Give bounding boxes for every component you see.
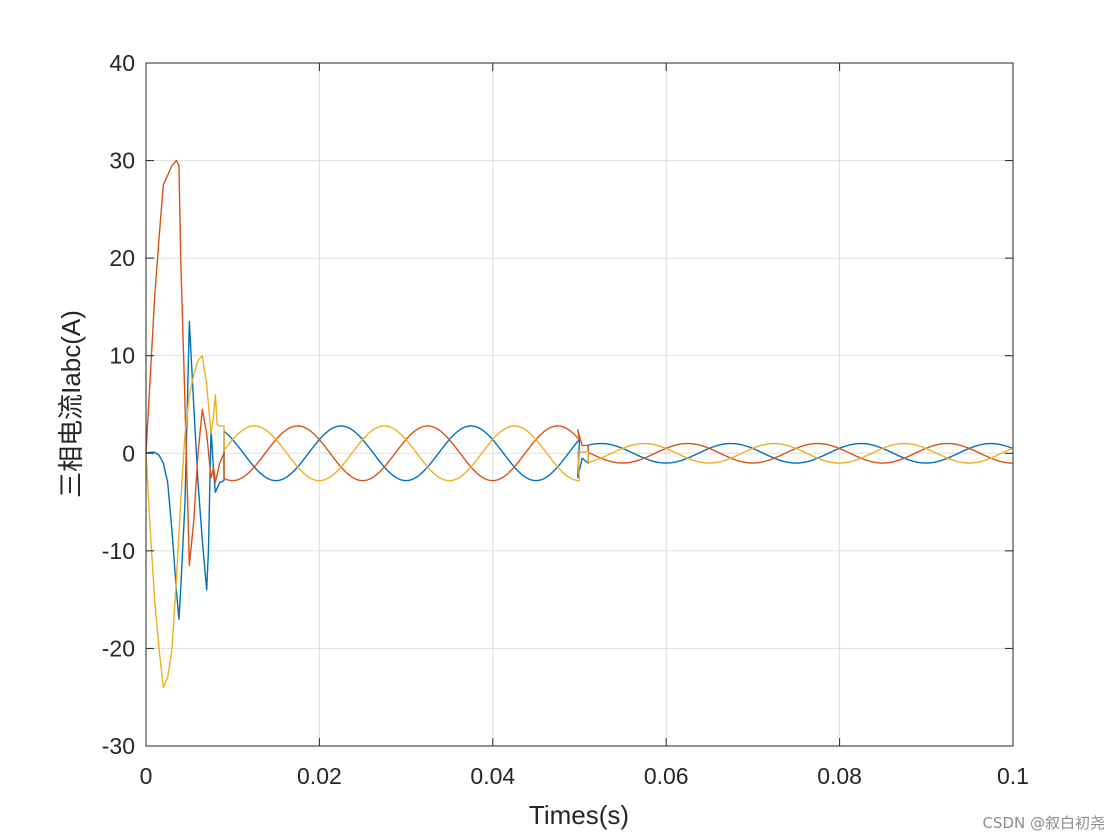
y-tick-label: 30 — [109, 148, 135, 174]
y-tick-label: -30 — [102, 733, 135, 759]
x-tick-label: 0.1 — [997, 763, 1029, 789]
series-line-1 — [145, 320, 1014, 620]
y-tick-label: 40 — [109, 50, 135, 76]
x-axis-label: Times(s) — [529, 800, 629, 830]
plot-area — [146, 63, 1013, 746]
plot-frame — [145, 62, 1014, 747]
series-line-2 — [145, 159, 1014, 567]
x-tick-label: 0.04 — [470, 763, 515, 789]
x-tick-label: 0.06 — [644, 763, 689, 789]
series-layer — [145, 159, 1014, 689]
y-axis-label: 三相电流Iabc(A) — [56, 310, 86, 498]
watermark-text: CSDN @叙白初尧 — [982, 814, 1105, 832]
x-tick-label: 0.02 — [297, 763, 342, 789]
x-tick-label: 0.08 — [817, 763, 862, 789]
y-tick-label: 0 — [122, 440, 135, 466]
x-tick-label: 0 — [140, 763, 153, 789]
y-tick-label: -10 — [102, 538, 135, 564]
axis-ticks — [145, 62, 1014, 747]
y-tick-label: -20 — [102, 635, 135, 661]
y-tick-label: 20 — [109, 245, 135, 271]
grid-lines — [146, 63, 1013, 746]
series-line-3 — [145, 355, 1014, 689]
tick-labels: 0 0.02 0.04 0.06 0.08 0.1 -30 -20 -10 0 10 20 30 40 — [102, 50, 1029, 789]
y-tick-label: 10 — [109, 343, 135, 369]
